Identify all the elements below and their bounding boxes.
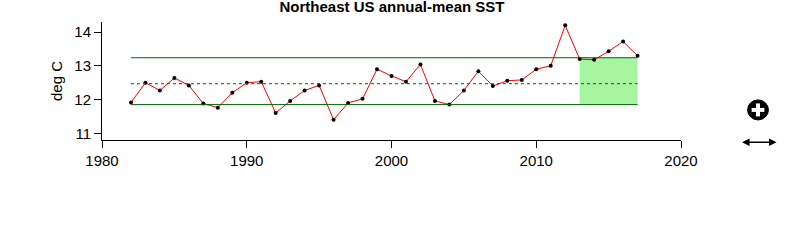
svg-text:13: 13 [74,57,91,74]
svg-text:2020: 2020 [664,152,697,169]
svg-text:Northeast US annual-mean SST: Northeast US annual-mean SST [279,0,504,15]
svg-text:1980: 1980 [85,152,118,169]
svg-text:1990: 1990 [230,152,263,169]
svg-text:14: 14 [74,23,91,40]
svg-text:deg C: deg C [48,61,65,101]
svg-text:2010: 2010 [520,152,553,169]
svg-text:12: 12 [74,91,91,108]
svg-text:2000: 2000 [375,152,408,169]
svg-text:11: 11 [75,125,91,142]
